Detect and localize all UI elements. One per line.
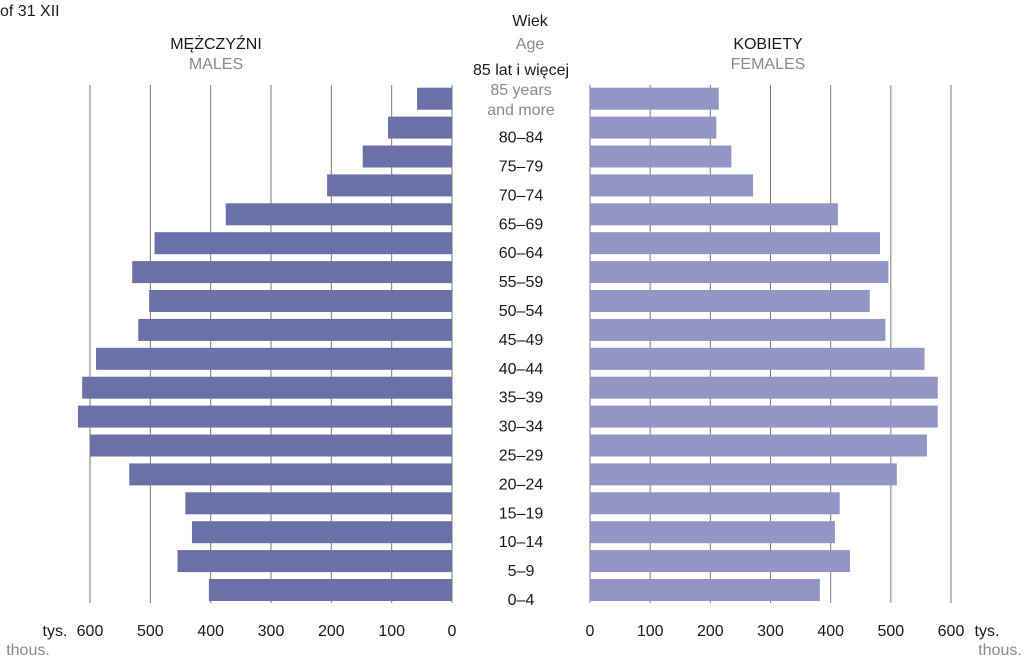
age-label: 50–54	[499, 303, 544, 320]
unit-left-pl: tys.	[43, 623, 68, 640]
age-labels: 0–4 5–9 10–14 15–19 20–24 25–29 30–34 35–39 40–4…	[473, 62, 569, 609]
tick-label-left: 500	[137, 623, 164, 640]
males-legend-pl: MĘŻCZYŹNI	[170, 34, 262, 53]
bar-male	[77, 405, 452, 428]
age-label: 35–39	[499, 390, 544, 407]
bar-female	[590, 463, 897, 486]
tick-label-left: 600	[77, 623, 104, 640]
bar-male	[185, 492, 452, 515]
tick-label-right: 600	[938, 623, 965, 640]
age-label: 30–34	[499, 419, 544, 436]
bar-male	[388, 116, 452, 139]
tick-label-right: 300	[757, 623, 784, 640]
bar-female	[590, 174, 754, 197]
tick-label-right: 0	[586, 623, 595, 640]
bar-female	[590, 579, 820, 601]
bar-male	[191, 521, 453, 544]
tick-label-left: 100	[378, 623, 405, 640]
tick-label-left: 200	[318, 623, 345, 640]
age-label: 70–74	[499, 187, 544, 204]
grid-lines	[89, 85, 952, 603]
bar-female	[590, 116, 717, 139]
tick-label-left: 400	[197, 623, 224, 640]
tick-label-right: 100	[637, 623, 664, 640]
bar-male	[96, 347, 453, 370]
bar-male	[362, 145, 452, 168]
females-legend-en: FEMALES	[731, 56, 806, 73]
bar-male	[417, 87, 452, 110]
bar-female	[590, 347, 925, 370]
tick-label-right: 400	[817, 623, 844, 640]
unit-right-en: thous.	[978, 642, 1022, 657]
bar-male	[138, 318, 452, 341]
bar-male	[149, 290, 453, 312]
tick-label-right: 200	[697, 623, 724, 640]
age-label: 80–84	[499, 130, 544, 147]
bar-female	[590, 290, 870, 312]
bar-male	[129, 463, 452, 486]
age-label: 85 lat i więcej	[473, 62, 569, 79]
age-label: 10–14	[499, 534, 544, 551]
age-label: 65–69	[499, 216, 544, 233]
bar-male	[90, 434, 452, 457]
age-header-pl: Wiek	[512, 13, 549, 30]
bar-male	[82, 376, 452, 399]
bar-female	[590, 261, 889, 284]
females-legend-pl: KOBIETY	[733, 36, 803, 53]
bars	[77, 87, 938, 601]
bar-female	[590, 550, 850, 573]
bar-female	[590, 434, 927, 457]
bar-female	[590, 145, 732, 168]
age-label-en: and more	[487, 102, 555, 119]
bar-male	[177, 550, 452, 573]
corner-text: of 31 XII	[0, 3, 60, 20]
age-label: 20–24	[499, 476, 544, 493]
age-label: 45–49	[499, 332, 544, 349]
age-label: 40–44	[499, 361, 544, 378]
age-label: 15–19	[499, 505, 544, 522]
age-label: 0–4	[508, 592, 535, 609]
bar-female	[590, 203, 838, 226]
age-header-en: Age	[516, 36, 545, 53]
bar-male	[327, 174, 452, 197]
age-label: 75–79	[499, 159, 544, 176]
tick-label-right: 500	[877, 623, 904, 640]
bar-male	[208, 579, 452, 601]
bar-female	[590, 318, 886, 341]
bar-female	[590, 492, 840, 515]
tick-label-left: 300	[258, 623, 285, 640]
unit-right-pl: tys.	[975, 623, 1000, 640]
age-label-en: 85 years	[490, 82, 551, 99]
tick-label-left: 0	[448, 623, 457, 640]
bar-male	[154, 232, 452, 255]
bar-female	[590, 405, 938, 428]
age-label: 55–59	[499, 274, 544, 291]
age-label: 60–64	[499, 245, 544, 262]
males-legend-en: MALES	[189, 56, 243, 73]
bar-female	[590, 87, 719, 110]
age-label: 5–9	[508, 563, 535, 580]
bar-female	[590, 232, 881, 255]
bar-male	[225, 203, 452, 226]
bar-female	[590, 376, 938, 399]
bar-female	[590, 521, 835, 544]
x-axis-ticks: 0 0 100 100 200 200 300 300 400 400 500 500 600 600	[77, 623, 965, 640]
bar-male	[132, 261, 452, 284]
age-label: 25–29	[499, 448, 544, 465]
unit-left-en: thous.	[6, 642, 50, 657]
